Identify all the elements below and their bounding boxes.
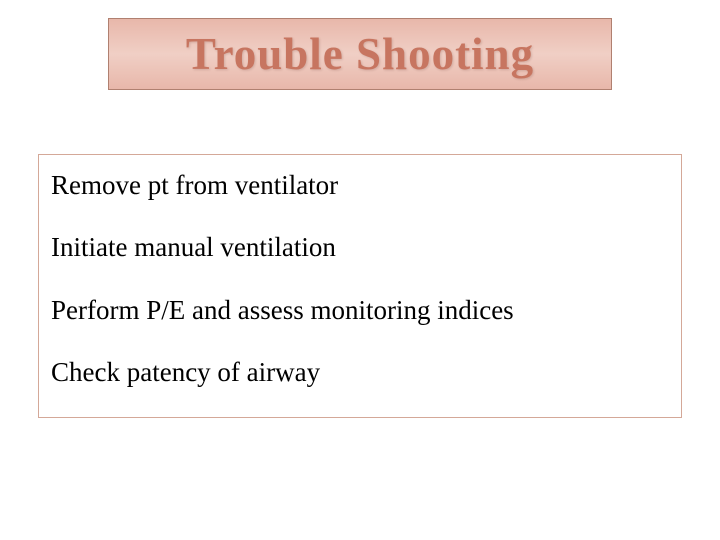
slide-title: Trouble Shooting: [186, 28, 534, 80]
step-item: Perform P/E and assess monitoring indice…: [51, 294, 669, 326]
title-box: Trouble Shooting: [108, 18, 612, 90]
step-item: Initiate manual ventilation: [51, 231, 669, 263]
content-box: Remove pt from ventilator Initiate manua…: [38, 154, 682, 418]
step-item: Remove pt from ventilator: [51, 169, 669, 201]
step-item: Check patency of airway: [51, 356, 669, 388]
